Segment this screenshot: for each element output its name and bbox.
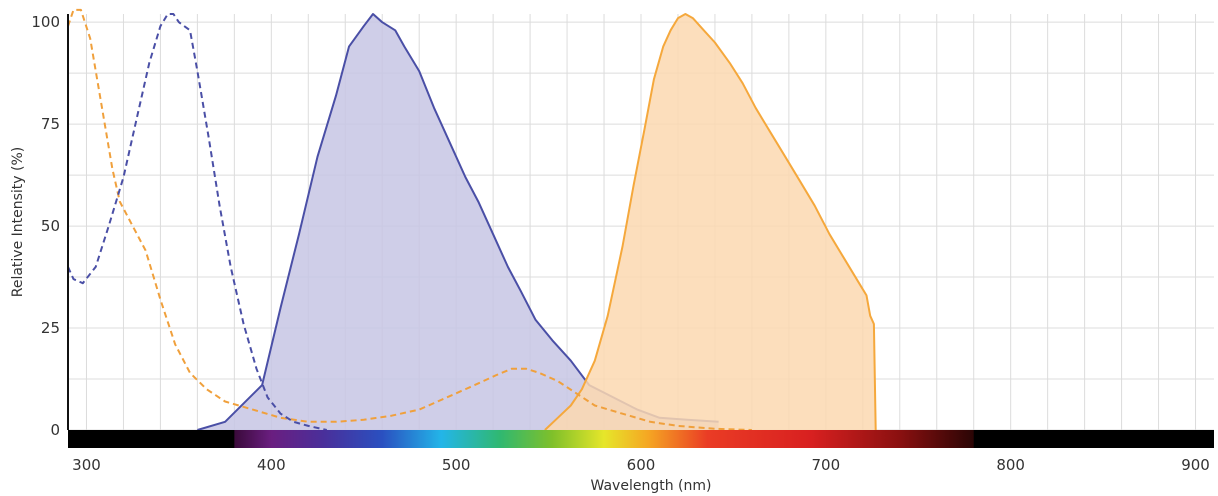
emission-blue-area <box>197 14 719 430</box>
y-tick-label: 25 <box>41 319 60 337</box>
y-tick-label: 0 <box>50 421 60 439</box>
wavelength-spectrum-bar <box>68 430 1214 448</box>
x-tick-label: 400 <box>257 456 286 474</box>
y-tick-label: 50 <box>41 217 60 235</box>
x-tick-label: 500 <box>442 456 471 474</box>
series-layer <box>67 8 877 431</box>
x-tick-label: 300 <box>72 456 101 474</box>
y-axis-label: Relative Intensity (%) <box>10 147 26 298</box>
y-tick-label: 75 <box>41 115 60 133</box>
excitation-blue-line <box>67 13 328 431</box>
x-axis-label: Wavelength (nm) <box>591 478 712 494</box>
y-tick-label: 100 <box>31 13 60 31</box>
excitation-orange-line <box>67 8 752 431</box>
x-tick-label: 600 <box>627 456 656 474</box>
x-tick-label: 800 <box>996 456 1025 474</box>
emission-orange-line <box>544 13 877 431</box>
emission-orange-area <box>544 14 876 430</box>
x-tick-label: 900 <box>1181 456 1210 474</box>
axes: 0 25 50 75 100 300 400 500 600 700 800 900 <box>31 13 1209 474</box>
x-tick-label: 700 <box>812 456 841 474</box>
spectrum-bar-visible <box>234 430 974 448</box>
